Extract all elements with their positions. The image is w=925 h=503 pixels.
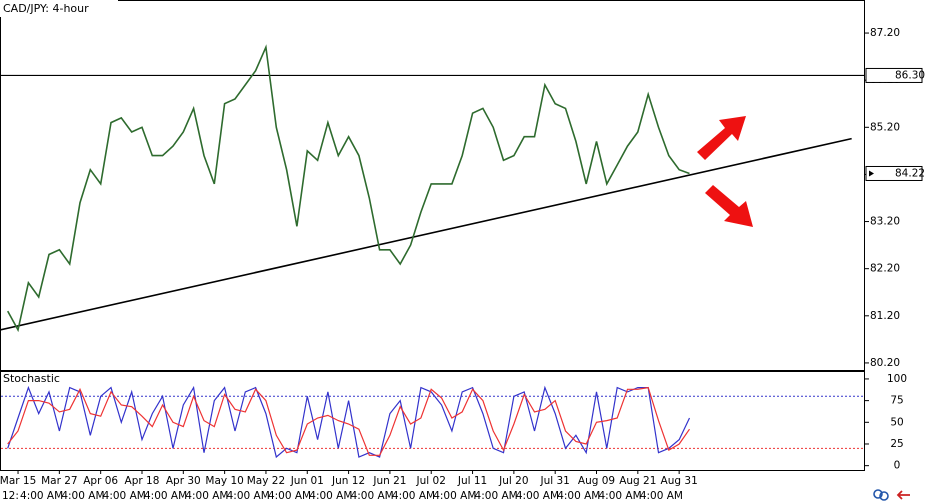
x-time-label: 4:00 AM <box>475 490 518 502</box>
y-tick-label: 85.20 <box>870 121 900 133</box>
x-time-label: 4:00 AM <box>268 490 311 502</box>
x-time-label: 4:00 AM <box>227 490 270 502</box>
x-tick-label: Mar 27 <box>41 475 78 487</box>
x-time-label: 4:00 AM <box>516 490 559 502</box>
last-price-label: 84.22 <box>895 167 925 179</box>
x-time-label: 4:00 AM <box>351 490 394 502</box>
back-icon[interactable] <box>896 490 910 500</box>
x-tick-label: Mar 15 <box>0 475 36 487</box>
x-time-label: 4:00 AM <box>433 490 476 502</box>
indicator-title-bg <box>1 372 57 386</box>
x-time-label: 4:00 AM <box>103 490 146 502</box>
x-time-label: 4:00 AM <box>144 490 187 502</box>
x-tick-label: Jun 21 <box>372 475 406 487</box>
down-arrow <box>705 185 753 227</box>
x-tick-label: May 22 <box>247 475 285 487</box>
y-tick-label: 80.20 <box>870 357 900 369</box>
stochastic-line <box>7 385 691 459</box>
y-tick-label: 0 <box>894 460 901 472</box>
x-tick-label: Apr 30 <box>166 475 201 487</box>
stochastic-line <box>7 386 690 456</box>
y-tick-label: 50 <box>890 416 903 428</box>
link-icon[interactable] <box>873 489 883 499</box>
chart-title: CAD/JPY: 4-hour <box>3 2 89 15</box>
x-tick-label: Apr 06 <box>83 475 118 487</box>
trendline <box>0 137 852 331</box>
up-arrow <box>697 116 746 160</box>
last-price-bg <box>865 165 923 181</box>
x-tick-label: Jun 12 <box>331 475 365 487</box>
x-tick-label: Jul 02 <box>416 475 446 487</box>
x-tick-label: Apr 18 <box>125 475 160 487</box>
y-tick-label: 87.20 <box>870 27 900 39</box>
x-tick-label: Aug 31 <box>661 475 698 487</box>
x-tick-label: Jul 11 <box>457 475 487 487</box>
indicator-title: Stochastic <box>3 372 60 385</box>
title-bg <box>0 0 118 17</box>
y-tick-label: 100 <box>887 373 907 385</box>
x-tick-label: Jul 31 <box>540 475 570 487</box>
price-panel <box>0 0 865 371</box>
x-time-label: 4:00 AM <box>185 490 228 502</box>
x-time-label: 4:00 AM <box>309 490 352 502</box>
x-time-label: 4:00 AM <box>557 490 600 502</box>
x-time-label: 4:00 AM <box>61 490 104 502</box>
y-tick-label: 83.20 <box>870 216 900 228</box>
x-time-label: 4:00 AM <box>20 490 63 502</box>
level-label-bg <box>865 67 923 83</box>
price-line <box>6 44 690 333</box>
level-label: 86.30 <box>895 69 925 81</box>
x-time-label: 4:00 AM <box>640 490 683 502</box>
x-time-label: 4:00 AM <box>392 490 435 502</box>
x-time-label: 12: <box>2 490 19 502</box>
y-tick-label: 75 <box>890 395 903 407</box>
link-icon[interactable] <box>879 491 889 501</box>
y-tick-label: 25 <box>890 438 903 450</box>
y-tick-label: 82.20 <box>870 263 900 275</box>
indicator-panel <box>0 371 865 471</box>
last-price-pointer <box>869 170 874 177</box>
y-tick-label: 81.20 <box>870 310 900 322</box>
x-tick-label: Aug 21 <box>619 475 656 487</box>
x-time-label: 4:00 AM <box>599 490 642 502</box>
x-tick-label: Jun 01 <box>290 475 324 487</box>
x-tick-label: Aug 09 <box>578 475 615 487</box>
x-tick-label: May 10 <box>205 475 243 487</box>
toolbar-icons[interactable] <box>873 489 910 501</box>
x-tick-label: Jul 20 <box>498 475 528 487</box>
